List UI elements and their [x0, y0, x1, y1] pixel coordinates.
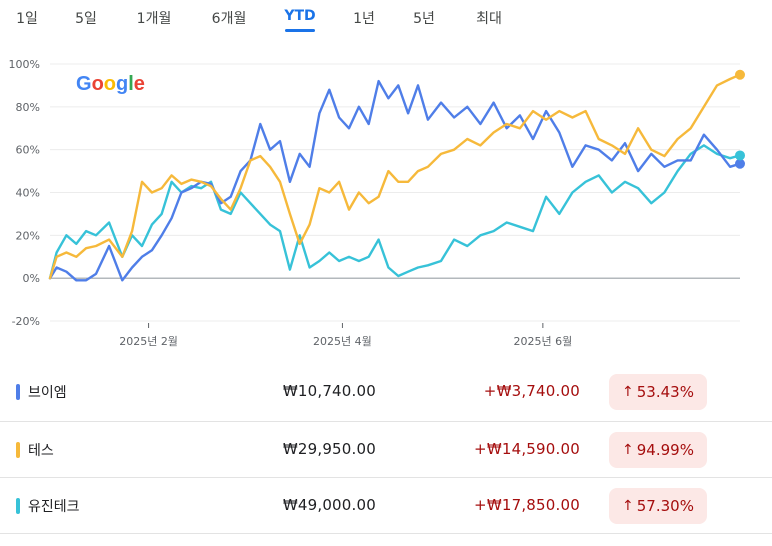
percent-change-value: 53.43%	[636, 383, 694, 401]
arrow-up-icon: ↑	[622, 498, 634, 514]
y-tick-label: 40%	[16, 187, 40, 200]
stock-row-vm[interactable]: 브이엠 ₩10,740.00 +₩3,740.00 ↑ 53.43%	[0, 364, 772, 420]
tab-1y[interactable]: 1년	[353, 11, 375, 27]
active-tab-indicator	[285, 29, 315, 32]
row-divider	[0, 533, 772, 534]
x-tick-label: 2025년 6월	[513, 335, 572, 348]
stock-row-eugenetech[interactable]: 유진테크 ₩49,000.00 +₩17,850.00 ↑ 57.30%	[0, 478, 772, 534]
stock-name: 브이엠	[28, 385, 67, 401]
stock-price: ₩10,740.00	[282, 382, 376, 400]
tab-max[interactable]: 최대	[476, 11, 502, 27]
y-tick-label: 80%	[16, 101, 40, 114]
series-color-swatch	[16, 498, 20, 514]
stock-price: ₩49,000.00	[282, 496, 376, 514]
price-change: +₩14,590.00	[474, 440, 580, 458]
y-tick-label: 60%	[16, 144, 40, 157]
price-change: +₩17,850.00	[474, 496, 580, 514]
tab-1d[interactable]: 1일	[16, 11, 38, 27]
tab-5d[interactable]: 5일	[75, 11, 97, 27]
percent-change-value: 57.30%	[636, 497, 694, 515]
price-change: +₩3,740.00	[483, 382, 580, 400]
stock-name: 테스	[28, 443, 54, 459]
google-logo: Google	[76, 73, 145, 95]
arrow-up-icon: ↑	[622, 442, 634, 458]
percent-change-badge: ↑ 94.99%	[609, 432, 707, 468]
arrow-up-icon: ↑	[622, 384, 634, 400]
tab-5y[interactable]: 5년	[413, 11, 435, 27]
x-tick-label: 2025년 2월	[119, 335, 178, 348]
y-tick-label: -20%	[12, 315, 40, 328]
stock-price: ₩29,950.00	[282, 440, 376, 458]
stock-name: 유진테크	[28, 499, 80, 515]
series-line-2	[48, 144, 742, 280]
range-tabs: 1일 5일 1개월 6개월 YTD 1년 5년 최대	[0, 0, 772, 44]
series-endpoint-1	[735, 69, 745, 80]
series-line-0	[48, 79, 742, 282]
x-tick-label: 2025년 4월	[313, 335, 372, 348]
series-endpoint-0	[735, 158, 745, 169]
tab-1m[interactable]: 1개월	[136, 11, 172, 27]
series-layer	[48, 69, 745, 282]
row-divider	[0, 477, 772, 478]
percent-change-badge: ↑ 53.43%	[609, 374, 707, 410]
comparison-line-chart: -20% 0% 20% 40% 60% 80% 100% 2025년 2월 2025년 4월 20…	[9, 58, 745, 348]
grid-layer	[50, 63, 740, 322]
axis-layer: -20% 0% 20% 40% 60% 80% 100% 2025년 2월 2025년 4월 20…	[9, 58, 573, 348]
row-divider	[0, 421, 772, 422]
series-line-1	[48, 73, 742, 280]
percent-change-badge: ↑ 57.30%	[609, 488, 707, 524]
stock-row-tes[interactable]: 테스 ₩29,950.00 +₩14,590.00 ↑ 94.99%	[0, 422, 772, 478]
tab-ytd[interactable]: YTD	[284, 8, 316, 24]
y-tick-label: 100%	[9, 58, 40, 71]
series-color-swatch	[16, 442, 20, 458]
tab-6m[interactable]: 6개월	[211, 11, 247, 27]
series-color-swatch	[16, 384, 20, 400]
percent-change-value: 94.99%	[636, 441, 694, 459]
y-tick-label: 20%	[16, 229, 40, 242]
series-endpoint-2	[735, 150, 745, 161]
y-tick-label: 0%	[23, 272, 40, 285]
